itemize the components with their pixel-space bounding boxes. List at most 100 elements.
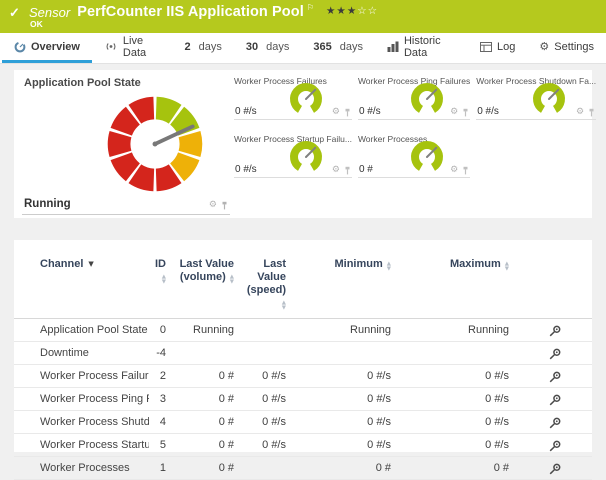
gauge-needle: [153, 124, 195, 146]
tab-day-count: 2: [184, 40, 191, 53]
header-id[interactable]: ID ▲ ▼: [149, 240, 174, 319]
tab-settings[interactable]: ⚙ Settings: [527, 33, 606, 63]
header-last-value-volume[interactable]: Last Value (volume) ▲ ▼: [174, 240, 242, 319]
minimum-value: Running: [294, 318, 399, 342]
header-last-value-speed[interactable]: Last Value (speed) ▲ ▼: [242, 240, 294, 319]
minimum-value: 0 #/s: [294, 364, 399, 388]
channel-name[interactable]: Downtime: [14, 341, 149, 365]
channel-name[interactable]: Worker Process Failures: [14, 364, 149, 388]
channel-settings-button[interactable]: [548, 417, 561, 429]
small-gauge-title: Worker Process Startup Failu...: [234, 134, 352, 144]
sort-icon: ▲ ▼: [504, 261, 509, 272]
main-gauge-footer: Running ⚙: [22, 198, 230, 215]
tab-log[interactable]: Log: [468, 33, 527, 63]
small-gauge-title: Worker Process Shutdown Fa...: [476, 76, 597, 86]
small-gauge-value: 0 #/s: [235, 164, 257, 175]
channel-settings-button[interactable]: [548, 440, 561, 452]
header-edit: [517, 240, 592, 319]
table-row[interactable]: Worker Processes 1 0 # 0 # 0 #: [14, 456, 592, 480]
small-gauge-value: 0 #/s: [358, 106, 381, 117]
last-value-volume: 0 #: [174, 364, 242, 388]
tab-2-days[interactable]: 2 days: [172, 33, 233, 63]
small-gauge-title: Worker Processes: [357, 134, 428, 144]
channel-settings-button[interactable]: [548, 348, 561, 360]
stars-filled[interactable]: ★★★: [326, 5, 358, 17]
overview-content: Application Pool State Ru: [0, 64, 606, 480]
small-gauge-title: Worker Process Ping Failures: [357, 76, 471, 86]
gauge-settings-gear-icon[interactable]: ⚙: [208, 200, 217, 210]
channels-panel: Channel ▼ ID ▲ ▼ Last Value (volume) ▲ ▼ Last…: [14, 240, 592, 480]
small-gauge-value: 0 #/s: [235, 106, 257, 117]
tab-day-count: 365: [313, 40, 332, 53]
small-gauge-title: Worker Process Failures: [234, 76, 327, 86]
gauge-worker-process-startup-failures: Worker Process Startup Failu... 0 #/s ⚙: [234, 133, 352, 178]
pin-icon[interactable]: [344, 108, 351, 117]
application-pool-state-gauge: Application Pool State Ru: [14, 70, 232, 218]
table-row[interactable]: Worker Process Shutdo... 4 0 # 0 #/s 0 #…: [14, 410, 592, 434]
table-row[interactable]: Worker Process Failures 2 0 # 0 #/s 0 #/…: [14, 364, 592, 388]
sensor-status-bar: ✓ Sensor PerfCounter IIS Application Poo…: [0, 0, 606, 33]
header-channel[interactable]: Channel ▼: [14, 240, 149, 319]
maximum-value: 0 #/s: [399, 433, 517, 457]
channel-settings-button[interactable]: [548, 371, 561, 383]
object-kind-label: Sensor: [29, 5, 71, 20]
gauge-settings-gear-icon[interactable]: ⚙: [450, 165, 459, 175]
maximum-value: Running: [399, 318, 517, 342]
table-row[interactable]: Worker Process Ping Fa... 3 0 # 0 #/s 0 …: [14, 387, 592, 411]
sort-icon: ▲ ▼: [386, 261, 391, 272]
channel-id: 5: [149, 433, 174, 457]
priority-flag-icon[interactable]: ⚐: [306, 3, 314, 12]
tab-day-count: 30: [245, 40, 259, 53]
minimum-value: 0 #/s: [294, 433, 399, 457]
last-value-speed: 0 #/s: [242, 410, 294, 434]
main-gauge-value: Running: [24, 198, 71, 210]
settings-gear-icon: ⚙: [539, 40, 550, 53]
main-gauge-dial: [107, 96, 203, 192]
tab-overview[interactable]: Overview: [2, 33, 92, 63]
overview-gauge-icon: [14, 41, 26, 53]
tab-historic-data[interactable]: Historic Data: [375, 33, 468, 63]
priority-stars[interactable]: ★★★☆☆: [326, 5, 378, 17]
tab-live-data[interactable]: Live Data: [92, 33, 173, 63]
last-value-volume: Running: [174, 318, 242, 342]
table-row[interactable]: Application Pool State 0 Running Running…: [14, 318, 592, 342]
pin-icon[interactable]: [462, 166, 469, 175]
pin-icon[interactable]: [344, 166, 351, 175]
empty-gauge-cell: [476, 133, 596, 178]
log-table-icon: [480, 41, 493, 52]
channel-settings-button[interactable]: [548, 463, 561, 475]
header-minimum[interactable]: Minimum ▲ ▼: [294, 240, 399, 319]
gauge-settings-gear-icon[interactable]: ⚙: [450, 107, 459, 117]
channel-settings-button[interactable]: [548, 394, 561, 406]
tab-label: Historic Data: [403, 34, 441, 59]
tab-label: days: [266, 40, 290, 53]
channel-name[interactable]: Worker Process Ping Fa...: [14, 387, 149, 411]
pin-icon[interactable]: [462, 108, 469, 117]
channel-name[interactable]: Worker Process Startup...: [14, 433, 149, 457]
channel-name[interactable]: Worker Processes: [14, 456, 149, 480]
minimum-value: 0 #/s: [294, 410, 399, 434]
channel-name[interactable]: Worker Process Shutdo...: [14, 410, 149, 434]
gauge-settings-gear-icon[interactable]: ⚙: [331, 107, 340, 117]
channel-settings-button[interactable]: [548, 325, 561, 337]
table-row[interactable]: Worker Process Startup... 5 0 # 0 #/s 0 …: [14, 433, 592, 457]
table-row[interactable]: Downtime -4: [14, 341, 592, 365]
tab-365-days[interactable]: 365 days: [301, 33, 375, 63]
pin-icon[interactable]: [221, 201, 228, 210]
gauge-settings-gear-icon[interactable]: ⚙: [575, 107, 585, 117]
header-maximum[interactable]: Maximum ▲ ▼: [399, 240, 517, 319]
channel-id: -4: [149, 341, 174, 365]
maximum-value: 0 #/s: [399, 387, 517, 411]
ok-check-icon: ✓: [9, 5, 20, 20]
pin-icon[interactable]: [588, 108, 595, 117]
tab-30-days[interactable]: 30 days: [234, 33, 302, 63]
stars-empty[interactable]: ☆☆: [357, 5, 379, 17]
small-gauges-grid: Worker Process Failures 0 #/s ⚙ Worker P…: [234, 75, 597, 178]
bar-chart-icon: [387, 41, 399, 52]
channel-id: 1: [149, 456, 174, 480]
gauge-settings-gear-icon[interactable]: ⚙: [331, 165, 340, 175]
last-value-speed: 0 #/s: [242, 364, 294, 388]
minimum-value: [294, 341, 399, 365]
channel-name[interactable]: Application Pool State: [14, 318, 149, 342]
channel-id: 4: [149, 410, 174, 434]
